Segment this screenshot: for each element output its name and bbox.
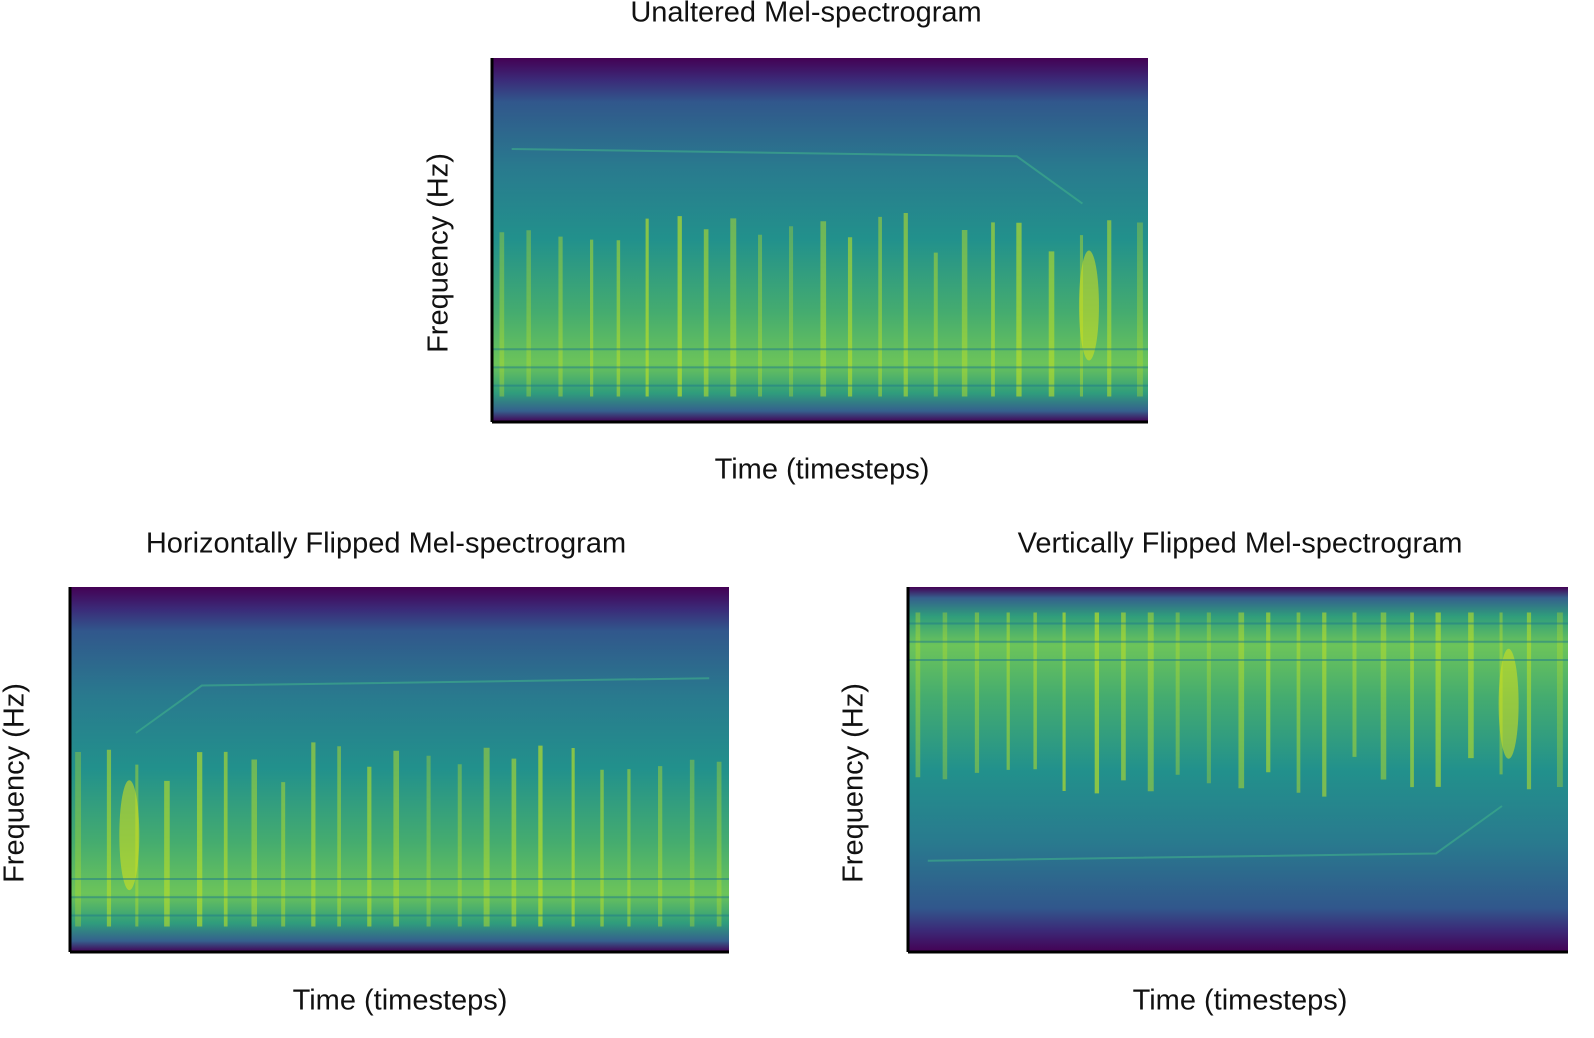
burst	[1498, 648, 1519, 759]
spectrogram	[492, 58, 1148, 422]
panel: Horizontally Flipped Mel-spectrogram Tim…	[0, 528, 729, 1017]
spectrogram-background	[908, 587, 1568, 952]
trace	[135, 677, 710, 734]
panel-title: Horizontally Flipped Mel-spectrogram	[146, 528, 626, 560]
panel: Unaltered Mel-spectrogram Time (timestep…	[423, 0, 1148, 486]
panel: Vertically Flipped Mel-spectrogram Time …	[838, 528, 1568, 1017]
spectrogram	[70, 587, 729, 952]
y-axis-label: Frequency (Hz)	[423, 153, 455, 353]
spectrogram-background	[492, 58, 1148, 422]
panel-title: Vertically Flipped Mel-spectrogram	[1018, 528, 1463, 560]
trace	[927, 805, 1503, 862]
y-axis-label: Frequency (Hz)	[838, 683, 870, 883]
burst	[1078, 250, 1099, 361]
x-axis-label: Time (timesteps)	[715, 454, 930, 486]
x-axis-label: Time (timesteps)	[1133, 985, 1348, 1017]
trace	[511, 148, 1083, 205]
panel-title: Unaltered Mel-spectrogram	[630, 0, 981, 29]
spectrogram	[908, 587, 1568, 952]
y-axis-label: Frequency (Hz)	[0, 683, 31, 883]
spectrogram-background	[70, 587, 729, 952]
x-axis-label: Time (timesteps)	[293, 985, 508, 1017]
burst	[119, 780, 140, 891]
